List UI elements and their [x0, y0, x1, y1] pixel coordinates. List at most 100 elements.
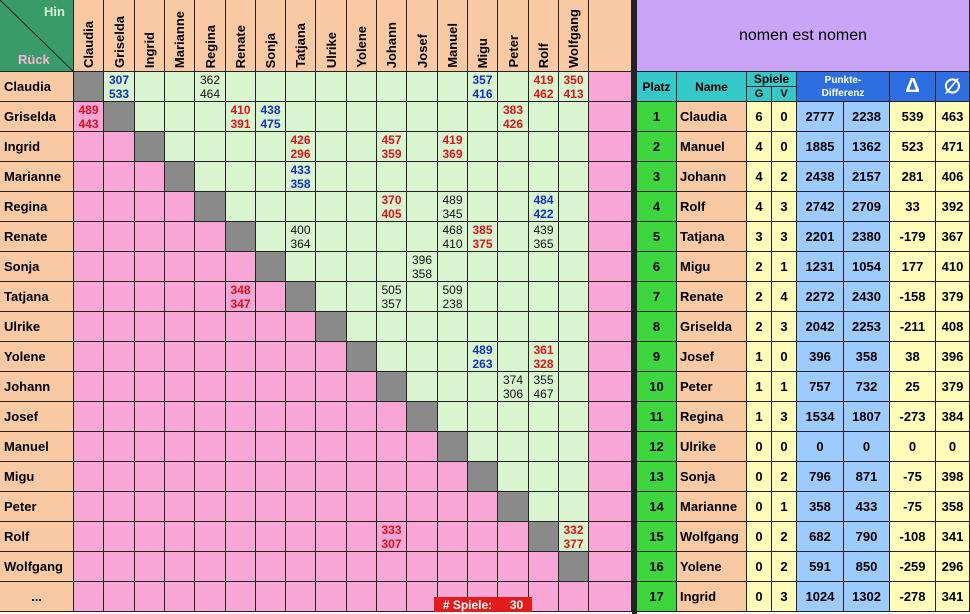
- corner-diagonal: [0, 0, 73, 71]
- matrix-row-gap: [589, 192, 632, 222]
- standings-platz: 5: [637, 222, 677, 252]
- match-result: 505 357: [377, 282, 407, 312]
- column-header-label: Marianne: [172, 10, 187, 68]
- standings-p1: 1534: [797, 402, 844, 432]
- match-result: 355 467: [529, 372, 559, 402]
- standings-a: 384: [936, 402, 970, 432]
- match-cell: [498, 72, 529, 102]
- match-cell: [438, 402, 468, 432]
- match-cell: [165, 222, 195, 252]
- match-cell: [165, 372, 195, 402]
- match-cell: [104, 372, 135, 402]
- standings-p2: 1362: [844, 132, 890, 162]
- matrix-row-gap: [589, 132, 632, 162]
- standings-v: 2: [772, 162, 797, 192]
- column-header-label: Tatjana: [293, 23, 308, 68]
- match-cell: [529, 432, 559, 462]
- match-cell: [74, 522, 104, 552]
- match-cell: [165, 192, 195, 222]
- match-cell: [104, 192, 135, 222]
- match-cell: [316, 192, 347, 222]
- match-cell: [74, 552, 104, 582]
- standings-p2: 2157: [844, 162, 890, 192]
- match-cell: [438, 252, 468, 282]
- standings-g: 0: [747, 552, 772, 582]
- standings-p1: 396: [797, 342, 844, 372]
- standings-a: 410: [936, 252, 970, 282]
- match-cell: [316, 72, 347, 102]
- corner-rueck-label: Rück: [18, 52, 50, 67]
- column-header-manuel: Manuel: [438, 0, 468, 72]
- match-cell: [468, 102, 498, 132]
- row-label-wolfgang: Wolfgang: [0, 552, 74, 582]
- games-count: 30: [509, 597, 524, 612]
- matrix-row-gap: [589, 312, 632, 342]
- away-score: 345: [442, 206, 463, 221]
- match-cell: [226, 342, 256, 372]
- match-cell: [316, 402, 347, 432]
- match-cell: [407, 432, 438, 462]
- home-score: 383: [502, 102, 524, 117]
- match-cell: [256, 402, 286, 432]
- home-score: 362: [199, 72, 221, 87]
- match-result: 362 464: [195, 72, 226, 102]
- standings-p2: 1807: [844, 402, 890, 432]
- standings-p1: 796: [797, 462, 844, 492]
- match-cell: [407, 282, 438, 312]
- match-cell: [165, 102, 195, 132]
- match-cell: [74, 342, 104, 372]
- match-cell: [104, 522, 135, 552]
- match-cell: [286, 462, 316, 492]
- match-result: 457 359: [377, 132, 407, 162]
- row-label-manuel: Manuel: [0, 432, 74, 462]
- column-header-label: Josef: [414, 34, 430, 68]
- standings-name: Marianne: [677, 492, 747, 522]
- match-cell: [226, 72, 256, 102]
- standings-d: 0: [890, 432, 936, 462]
- match-cell: [74, 402, 104, 432]
- standings-d: 539: [890, 102, 936, 132]
- standings-g: 3: [747, 222, 772, 252]
- match-cell: [135, 162, 165, 192]
- match-cell: [529, 162, 559, 192]
- match-cell: [498, 162, 529, 192]
- match-cell: [256, 342, 286, 372]
- matrix-row-gap: [589, 372, 632, 402]
- header-spiele: Spiele: [747, 72, 797, 87]
- match-cell: [226, 252, 256, 282]
- match-cell: [195, 492, 226, 522]
- match-cell: [286, 102, 316, 132]
- diagonal-cell: [135, 132, 165, 162]
- away-score: 347: [230, 296, 251, 311]
- match-cell: [135, 282, 165, 312]
- standings-v: 2: [772, 462, 797, 492]
- match-cell: [104, 552, 135, 582]
- standings-p2: 2238: [844, 102, 890, 132]
- matrix-row-gap: [589, 522, 632, 552]
- match-cell: [74, 162, 104, 192]
- home-score: 307: [108, 72, 130, 87]
- standings-name: Manuel: [677, 132, 747, 162]
- match-result: 419 462: [529, 72, 559, 102]
- match-cell: [559, 102, 589, 132]
- panel-divider: [632, 0, 637, 614]
- away-score: 413: [563, 86, 584, 101]
- standings-g: 0: [747, 582, 772, 612]
- match-cell: [226, 372, 256, 402]
- match-cell: [407, 342, 438, 372]
- column-header-label: Griselda: [111, 15, 127, 68]
- home-score: 489: [472, 342, 493, 357]
- match-cell: [347, 402, 377, 432]
- match-result: 374 306: [498, 372, 529, 402]
- match-cell: [226, 462, 256, 492]
- standings-p1: 1024: [797, 582, 844, 612]
- match-cell: [316, 522, 347, 552]
- match-cell: [165, 402, 195, 432]
- standings-g: 1: [747, 402, 772, 432]
- diagonal-cell: [468, 462, 498, 492]
- match-cell: [559, 132, 589, 162]
- home-score: 400: [290, 222, 311, 237]
- match-cell: [256, 582, 286, 612]
- away-score: 369: [442, 146, 463, 161]
- standings-a: 471: [936, 132, 970, 162]
